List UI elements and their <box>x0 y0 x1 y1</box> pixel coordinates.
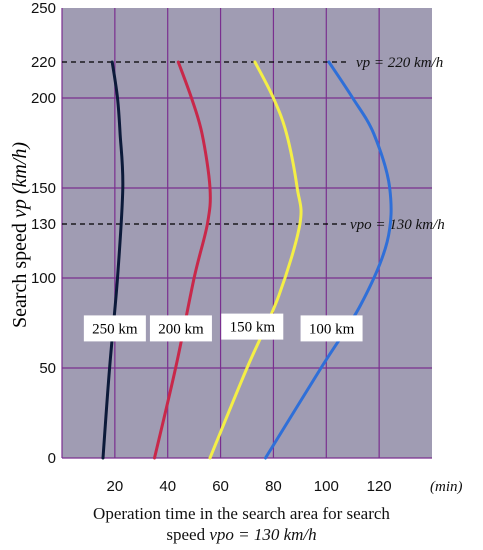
series-label-box <box>300 315 363 342</box>
series-label-box <box>221 313 284 340</box>
x-tick-label: 80 <box>265 478 282 495</box>
y-tick-label: 150 <box>31 180 56 197</box>
series-line <box>208 60 303 460</box>
series-line <box>264 60 393 460</box>
y-tick-label: 250 <box>31 0 56 17</box>
x-axis-unit: (min) <box>430 479 463 495</box>
series-label: 200 km <box>158 321 204 337</box>
y-tick-label: 220 <box>31 54 56 71</box>
series-labels: 250 km 200 km 150 km 100 km <box>83 313 363 342</box>
x-tick-label: 120 <box>367 478 392 495</box>
y-axis-label-text: Search speed <box>9 218 31 328</box>
y-tick-label: 0 <box>48 450 56 467</box>
x-axis-label-line2-prefix: speed <box>166 525 210 544</box>
y-tick-label: 100 <box>31 270 56 287</box>
reference-label: vpo = 130 km/h <box>350 217 445 233</box>
series-label: 100 km <box>309 321 355 337</box>
series-line <box>101 60 125 460</box>
y-tick-label: 130 <box>31 216 56 233</box>
ticks: 20 40 60 80 100 120 0 50 100 130 150 200 220 250 <box>31 0 392 495</box>
plot-area <box>62 8 432 458</box>
x-tick-label: 60 <box>212 478 229 495</box>
x-axis-label-line2-italic: vpo = 130 km/h <box>209 525 317 544</box>
y-tick-label: 200 <box>31 90 56 107</box>
y-tick-label: 50 <box>39 360 56 377</box>
series-lines <box>101 60 393 460</box>
x-tick-label: 100 <box>314 478 339 495</box>
x-axis-label: Operation time in the search area for se… <box>0 503 483 545</box>
reference-label: vp = 220 km/h <box>356 55 443 71</box>
x-axis-label-line1: Operation time in the search area for se… <box>93 504 390 523</box>
y-axis-label: Search speed vp (km/h) <box>9 142 31 328</box>
x-tick-label: 20 <box>107 478 124 495</box>
x-tick-label: 40 <box>159 478 176 495</box>
series-label-box <box>83 315 146 342</box>
series-label: 150 km <box>230 320 276 336</box>
series-label: 250 km <box>92 321 138 337</box>
series-label-box <box>149 315 212 342</box>
y-axis-label-unit: vp (km/h) <box>9 142 31 218</box>
x-axis-label-line2: speed vpo = 130 km/h <box>0 524 483 545</box>
grid <box>61 8 432 459</box>
series-line <box>153 60 212 460</box>
